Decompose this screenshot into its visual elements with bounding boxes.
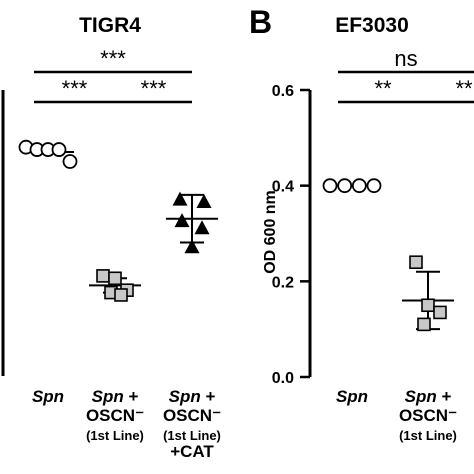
data-point [337, 178, 353, 194]
panel-b-y-axis-label: OD 600 nm [262, 190, 279, 274]
data-point [51, 142, 67, 157]
data-point [172, 191, 188, 206]
significance-label: *** [100, 46, 126, 71]
x-category-label: Spn + [169, 387, 216, 406]
y-tick-label: 0.4 [272, 179, 294, 196]
x-category-label: Spn + [92, 387, 139, 406]
x-category-label: OSCN⁻ [86, 406, 144, 425]
x-category-label: +CAT [170, 442, 214, 461]
data-point [114, 288, 128, 302]
data-point [322, 178, 338, 194]
y-tick-label: 0.0 [272, 370, 294, 387]
data-group [166, 191, 218, 254]
panel-a: TIGR4 [1, 14, 141, 376]
x-category-label: Spn + [405, 387, 452, 406]
x-category-label: (1st Line) [86, 428, 144, 443]
data-point [433, 305, 447, 320]
data-point [351, 178, 367, 194]
x-category-label: OSCN⁻ [399, 406, 457, 425]
data-point [62, 154, 78, 169]
data-group [89, 269, 141, 302]
panel-0-marks: Spn Spn +OSCN⁻(1st Line)Spn +OSCN⁻(1st Li… [18, 46, 221, 461]
data-point [421, 298, 435, 313]
data-point [196, 194, 212, 209]
panel-b: B EF3030 OD 600 nm [249, 4, 409, 377]
significance-label: *** [141, 76, 167, 101]
data-point [108, 271, 122, 286]
panel-b-letter: B [249, 4, 272, 40]
y-tick-label: 0.2 [272, 274, 294, 291]
significance-label: *** [62, 76, 88, 101]
data-group [322, 178, 382, 194]
data-point [184, 239, 200, 254]
data-group [402, 255, 454, 332]
y-tick-label: 0.6 [272, 83, 294, 100]
data-point [174, 213, 190, 228]
significance-label: ns [394, 46, 417, 71]
x-category-label: OSCN⁻ [163, 406, 221, 425]
data-point [417, 317, 431, 332]
data-point [96, 269, 110, 283]
significance-label: ** [374, 76, 392, 101]
data-point [366, 178, 382, 194]
data-point [194, 220, 210, 235]
x-category-label: Spn [32, 387, 64, 406]
x-category-label: (1st Line) [163, 428, 221, 443]
panel-a-title: TIGR4 [79, 14, 141, 37]
panel-b-title: EF3030 [335, 14, 409, 37]
x-category-label: (1st Line) [399, 428, 457, 443]
data-group [18, 139, 78, 169]
x-category-label: Spn [336, 387, 368, 406]
data-point [409, 255, 423, 270]
significance-label: ** [455, 76, 473, 101]
